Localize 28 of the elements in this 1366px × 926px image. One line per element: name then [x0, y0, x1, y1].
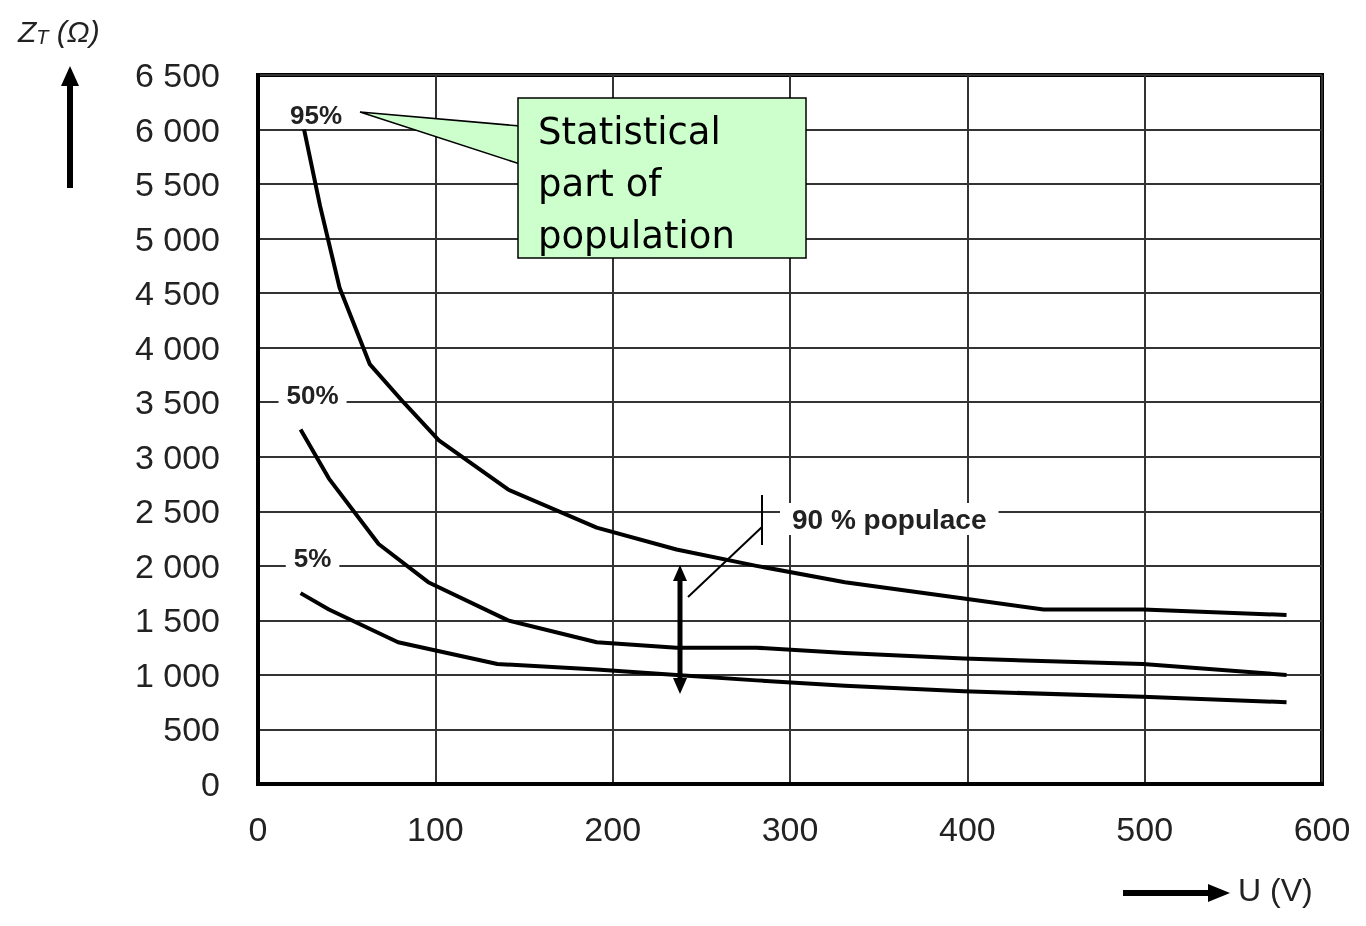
- y-tick-label: 1 500: [134, 601, 220, 640]
- y-tick-label: 3 500: [134, 383, 220, 422]
- x-tick-label: 200: [584, 810, 642, 848]
- y-tick-label: 1 000: [134, 655, 220, 694]
- y-tick-label: 2 500: [134, 492, 220, 531]
- x-tick-label: 400: [938, 810, 996, 848]
- y-tick-label: 3 000: [134, 437, 220, 476]
- x-tick-label: 100: [406, 810, 464, 848]
- series-label: 50%: [286, 379, 339, 410]
- y-tick-label: 0: [201, 765, 220, 803]
- y-tick-label: 6 000: [134, 110, 220, 149]
- x-tick-label: 300: [761, 810, 819, 848]
- y-tick-label: 5 000: [134, 219, 220, 258]
- series-label: 5%: [293, 543, 332, 574]
- y-axis-title: ZT (Ω): [17, 14, 100, 48]
- x-tick-label: 500: [1116, 810, 1174, 848]
- y-tick-label: 4 500: [134, 274, 220, 313]
- y-tick-label: 6 500: [134, 56, 220, 94]
- annotation: Statistical part of population: [538, 109, 736, 259]
- series-label: 95%: [290, 99, 343, 130]
- annotation: 90 % populace: [792, 503, 987, 535]
- y-tick-label: 2 000: [134, 546, 220, 585]
- x-axis-title: U (V): [1238, 872, 1313, 908]
- y-tick-label: 500: [163, 710, 220, 749]
- x-tick-label: 0: [248, 810, 268, 848]
- x-tick-label: 600: [1293, 810, 1351, 848]
- y-tick-label: 4 000: [134, 328, 220, 367]
- y-tick-label: 5 500: [134, 165, 220, 204]
